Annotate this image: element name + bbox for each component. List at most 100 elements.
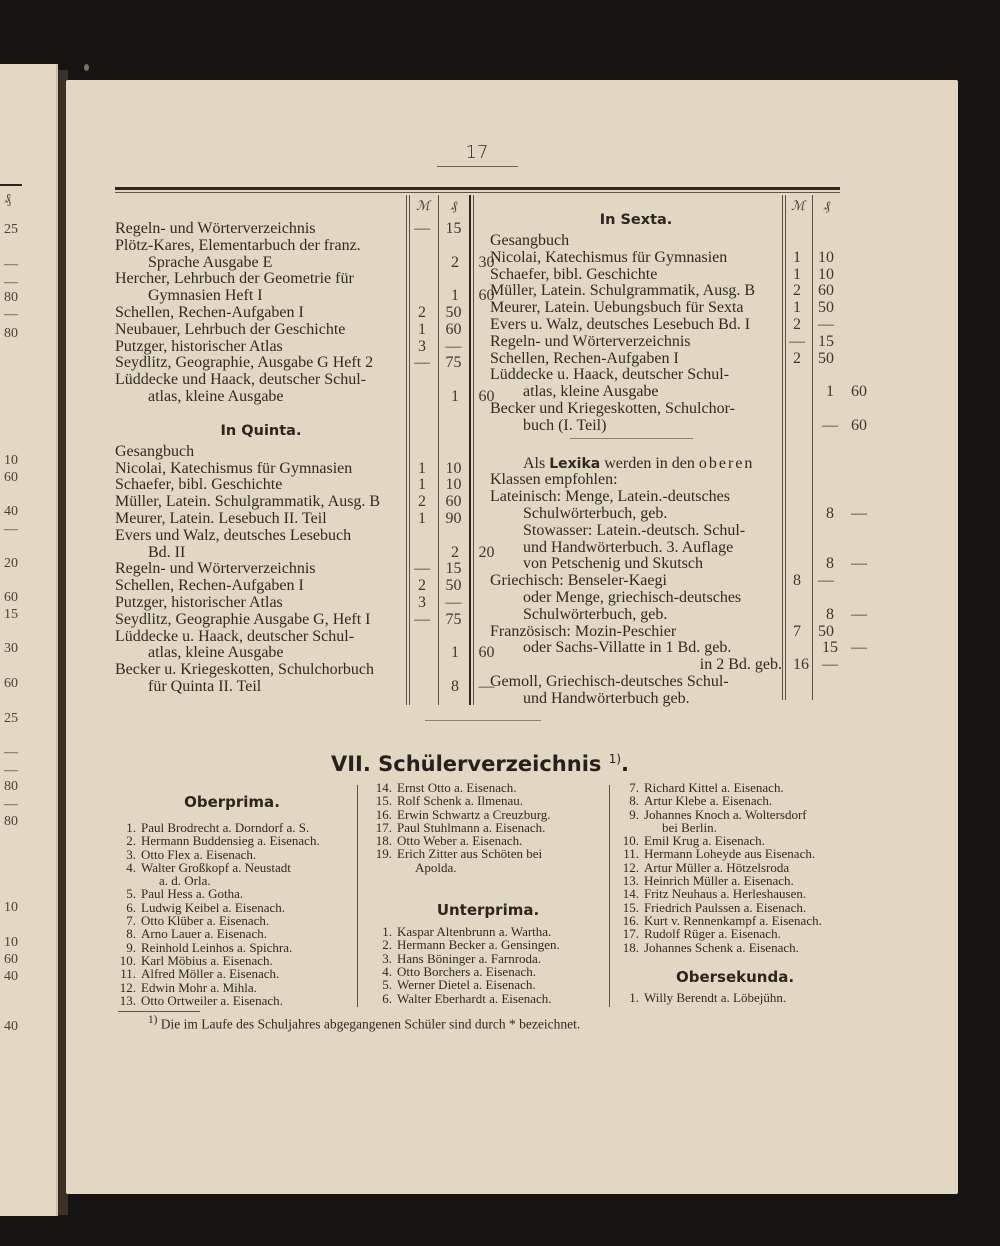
price-pfennig: 60 xyxy=(445,493,462,511)
facing-page-value: 80 xyxy=(4,779,18,794)
student-name: Johannes Schenk a. Eisenach. xyxy=(644,939,799,955)
student-name: Walter Eberhardt a. Eisenach. xyxy=(397,990,552,1006)
book-gutter xyxy=(58,70,68,1215)
book-title: in 2 Bd. geb. xyxy=(699,656,782,674)
book-row: Regeln- und Wörterverzeichnis — 15 xyxy=(115,220,503,238)
student-entry: 2. Hermann Becker a. Gensingen. xyxy=(368,938,608,952)
student-entry: 9. Reinhold Leinhos a. Spichra. xyxy=(112,940,352,954)
book-row: Plötz-Kares, Elementarbuch der franz. xyxy=(115,236,503,255)
price-mark xyxy=(782,401,812,418)
facing-page-value: — xyxy=(4,307,18,322)
facing-page-value: 60 xyxy=(4,952,18,967)
book-row: Gesangbuch xyxy=(490,232,873,250)
facing-page-edge: ₰ 25— —80—80 10 60 40—20 60 15 30 60 25— —80—80 10 10… xyxy=(0,64,58,1216)
price-pfennig: — xyxy=(818,572,834,590)
student-entry: 12. Edwin Mohr a. Mihla. xyxy=(112,980,352,994)
student-entry: 10. Karl Möbius a. Eisenach. xyxy=(112,952,352,968)
student-number: 18. xyxy=(375,833,392,849)
student-entry: 7. Otto Klüber a. Eisenach. xyxy=(112,913,352,929)
book-row: Nicolai, Katechismus für Gymnasien 1 10 xyxy=(490,249,873,267)
book-row: Meurer, Latein. Uebungsbuch für Sexta 1 50 xyxy=(490,299,873,317)
book-title: Neubauer, Lehrbuch der Geschichte xyxy=(115,320,346,338)
facing-page-value: 60 xyxy=(4,590,18,605)
right-table-divider xyxy=(812,195,813,700)
facing-page-value: — xyxy=(4,745,18,760)
student-entry: Apolda. xyxy=(368,860,608,874)
student-entry: 10. Emil Krug a. Eisenach. xyxy=(615,834,855,848)
book-title: und Handwörterbuch. 3. Auflage xyxy=(523,538,734,556)
student-entry: 4. Walter Großkopf a. Neustadt xyxy=(112,861,352,875)
price-pfennig: 50 xyxy=(818,299,834,317)
student-entry: 1. Willy Berendt a. Löbejühn. xyxy=(615,991,855,1005)
student-number: 10. xyxy=(119,952,136,968)
student-number: 13. xyxy=(622,873,639,889)
footnote-reference: 1) xyxy=(608,752,622,766)
facing-page-value: 25 xyxy=(4,222,18,237)
price-mark xyxy=(407,238,437,255)
left-table-end-rule xyxy=(473,195,474,705)
book-row: und Handwörterbuch geb. xyxy=(490,690,873,708)
student-name: Ernst Otto a. Eisenach. xyxy=(397,780,517,795)
book-row: Hercher, Lehrbuch der Geometrie für xyxy=(115,271,503,288)
price-pfennig: 60 xyxy=(851,383,867,401)
book-title: atlas, kleine Ausgabe xyxy=(523,383,659,401)
price-pfennig xyxy=(812,401,840,418)
price-mark xyxy=(815,523,845,540)
price-mark xyxy=(407,271,437,288)
price-mark xyxy=(782,489,812,506)
book-title: Seydlitz, Geographie, Ausgabe G Heft 2 xyxy=(115,354,374,372)
book-row: Schaefer, bibl. Geschichte 1 10 xyxy=(490,266,873,284)
price-mark: 15 xyxy=(822,639,838,657)
student-entry: 15. Rolf Schenk a. Ilmenau. xyxy=(368,794,608,808)
student-number: 7. xyxy=(126,913,136,929)
student-number: 3. xyxy=(382,950,392,966)
price-pfennig: 60 xyxy=(478,387,495,405)
book-row: atlas, kleine Ausgabe 1 60 xyxy=(115,645,503,662)
book-row: Meurer, Latein. Lesebuch II. Teil 1 90 xyxy=(115,510,503,528)
book-title: Bd. II xyxy=(148,543,186,561)
price-mark: 1 xyxy=(826,383,834,401)
book-row: von Petschenig und Skutsch 8 — xyxy=(490,556,873,573)
facing-page-value: 30 xyxy=(4,641,18,656)
price-pfennig: 50 xyxy=(445,303,462,321)
student-name: Arno Lauer a. Eisenach. xyxy=(141,926,267,942)
price-mark: 2 xyxy=(418,577,426,595)
price-pfennig: 20 xyxy=(478,543,495,561)
book-row: Stowasser: Latein.-deutsch. Schul- xyxy=(490,522,873,540)
book-row: oder Menge, griechisch-deutsches xyxy=(490,589,873,607)
book-row: Schellen, Rechen-Aufgaben I 2 50 xyxy=(115,577,503,595)
book-title: Gesangbuch xyxy=(115,442,195,460)
book-row: Nicolai, Katechismus für Gymnasien 1 10 xyxy=(115,460,503,478)
table-top-rule-thin xyxy=(115,192,840,193)
book-title: Seydlitz, Geographie Ausgabe G, Heft I xyxy=(115,610,371,628)
left-table-divider xyxy=(406,195,407,705)
price-pfennig xyxy=(437,444,470,461)
book-title: Becker und Kriegeskotten, Schulchor- xyxy=(490,399,735,417)
section-title: Schülerverzeichnis xyxy=(378,752,602,776)
price-pfennig: 75 xyxy=(445,354,462,372)
price-pfennig: 60 xyxy=(851,416,867,434)
student-number: 9. xyxy=(629,806,639,822)
book-row: Becker und Kriegeskotten, Schulchor- xyxy=(490,399,873,418)
student-entry: 3. Otto Flex a. Eisenach. xyxy=(112,847,352,861)
student-number: 17. xyxy=(375,819,392,835)
student-name: Alfred Möller a. Eisenach. xyxy=(141,966,280,982)
price-pfennig: 60 xyxy=(478,287,495,305)
student-number: 17. xyxy=(622,926,639,942)
price-mark: 3 xyxy=(418,593,426,611)
student-entry: 11. Hermann Loheyde aus Eisenach. xyxy=(615,847,855,861)
student-entry: 1. Kaspar Altenbrunn a. Wartha. xyxy=(368,925,608,939)
student-name: Johannes Knoch a. Woltersdorf xyxy=(644,806,807,822)
book-title: Plötz-Kares, Elementarbuch der franz. xyxy=(115,236,361,254)
student-name: Erwin Schwartz a Creuzburg. xyxy=(397,806,551,822)
price-mark xyxy=(782,367,812,384)
price-pfennig xyxy=(437,528,470,545)
price-mark xyxy=(407,528,437,545)
book-title: Evers u. Walz, deutsches Lesebuch Bd. I xyxy=(490,315,751,333)
student-entry: 17. Rudolf Rüger a. Eisenach. xyxy=(615,926,855,942)
facing-page-value: — xyxy=(4,763,18,778)
student-number: 11. xyxy=(120,966,136,982)
price-mark: 2 xyxy=(793,282,801,300)
book-row: atlas, kleine Ausgabe 1 60 xyxy=(490,383,873,401)
student-entry: 2. Hermann Buddensieg a. Eisenach. xyxy=(112,834,352,848)
